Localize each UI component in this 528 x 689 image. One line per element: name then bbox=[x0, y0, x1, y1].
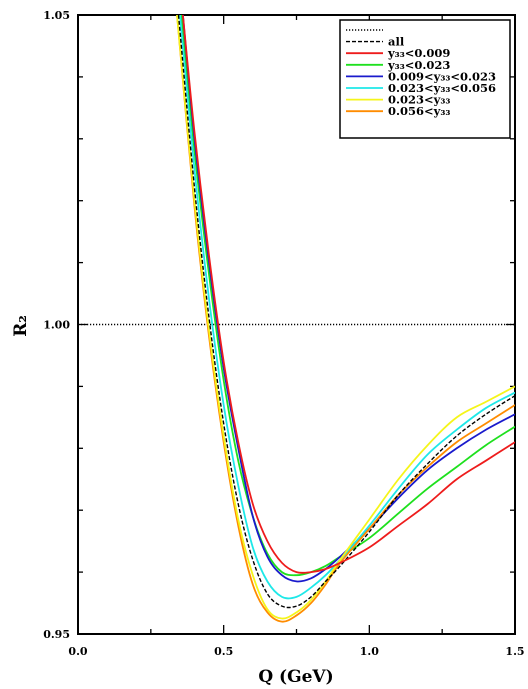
legend-label: y₃₃<0.009 bbox=[387, 46, 450, 60]
x-axis-title: Q (GeV) bbox=[258, 667, 333, 687]
legend-label: all bbox=[388, 35, 405, 49]
legend-box bbox=[339, 19, 511, 139]
y-tick-label: 0.95 bbox=[43, 628, 70, 641]
series-line bbox=[177, 15, 515, 609]
series-layer bbox=[176, 15, 515, 623]
y-axis-title: R₂ bbox=[11, 315, 31, 337]
x-tick-label: 1.0 bbox=[360, 645, 379, 658]
legend: ally₃₃<0.009y₃₃<0.0230.009<y₃₃<0.0230.02… bbox=[339, 19, 511, 139]
x-tick-label: 0.0 bbox=[68, 645, 87, 658]
y-tick-label: 1.00 bbox=[43, 319, 70, 332]
series-line bbox=[179, 15, 515, 600]
series-line bbox=[181, 15, 515, 574]
x-tick-label: 0.5 bbox=[214, 645, 233, 658]
legend-label: 0.023<y₃₃ bbox=[388, 93, 450, 107]
legend-label: 0.009<y₃₃<0.023 bbox=[388, 69, 496, 83]
series-line bbox=[176, 15, 515, 620]
series-line bbox=[180, 15, 515, 577]
x-tick-label: 1.5 bbox=[505, 645, 524, 658]
legend-label: 0.023<y₃₃<0.056 bbox=[388, 81, 496, 95]
legend-label: y₃₃<0.023 bbox=[387, 58, 450, 72]
y-tick-label: 1.05 bbox=[43, 9, 70, 22]
legend-label: 0.056<y₃₃ bbox=[388, 104, 450, 118]
axes-layer: 0.0 0.5 1.0 1.5 0.95 1.00 1.05 bbox=[43, 9, 524, 658]
